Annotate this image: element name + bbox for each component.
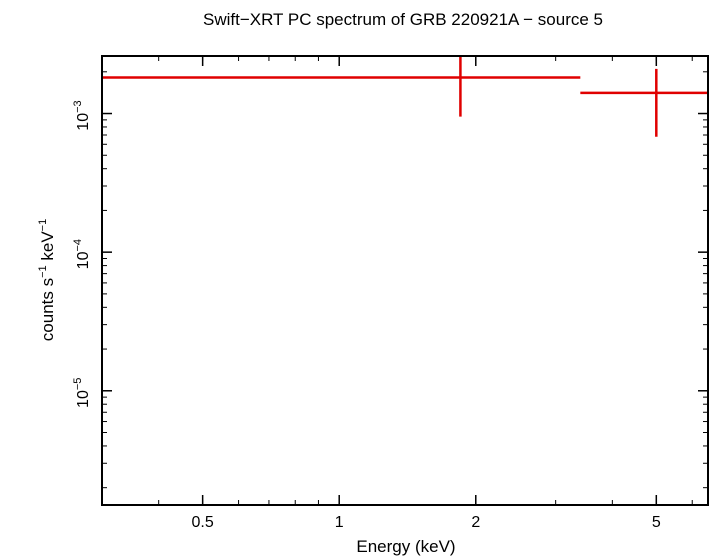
x-tick-label: 5 <box>652 514 661 531</box>
plot-frame <box>101 55 709 506</box>
minor-tick-marks <box>101 56 708 505</box>
y-axis-label-exp2: −1 <box>37 219 49 232</box>
y-tick-label-exponent: −3 <box>72 100 84 113</box>
y-tick-label-base: 10 <box>75 113 92 131</box>
x-tick-label: 0.5 <box>192 514 214 531</box>
y-axis-ticks: 10−310−410−5 <box>72 100 708 408</box>
x-axis-ticks: 0.5 1 2 5 <box>192 56 661 531</box>
x-tick-label: 2 <box>471 514 480 531</box>
y-axis-label-exp1: −1 <box>37 265 49 278</box>
y-tick-label: 10−5 <box>72 378 92 408</box>
y-tick-label: 10−3 <box>72 100 92 130</box>
y-tick-label-base: 10 <box>75 251 92 269</box>
y-axis-label-base: counts s <box>38 278 57 341</box>
y-tick-label-exponent: −5 <box>72 378 84 391</box>
data-series <box>102 56 708 137</box>
y-tick-label-exponent: −4 <box>72 239 84 252</box>
y-tick-label-base: 10 <box>75 390 92 408</box>
chart-title: Swift−XRT PC spectrum of GRB 220921A − s… <box>203 10 603 29</box>
y-tick-label: 10−4 <box>72 239 92 269</box>
y-axis-label: counts s−1 keV−1 <box>37 219 57 341</box>
x-tick-label: 1 <box>335 514 344 531</box>
y-axis-label-mid: keV <box>38 231 57 266</box>
x-axis-label: Energy (keV) <box>356 537 455 556</box>
